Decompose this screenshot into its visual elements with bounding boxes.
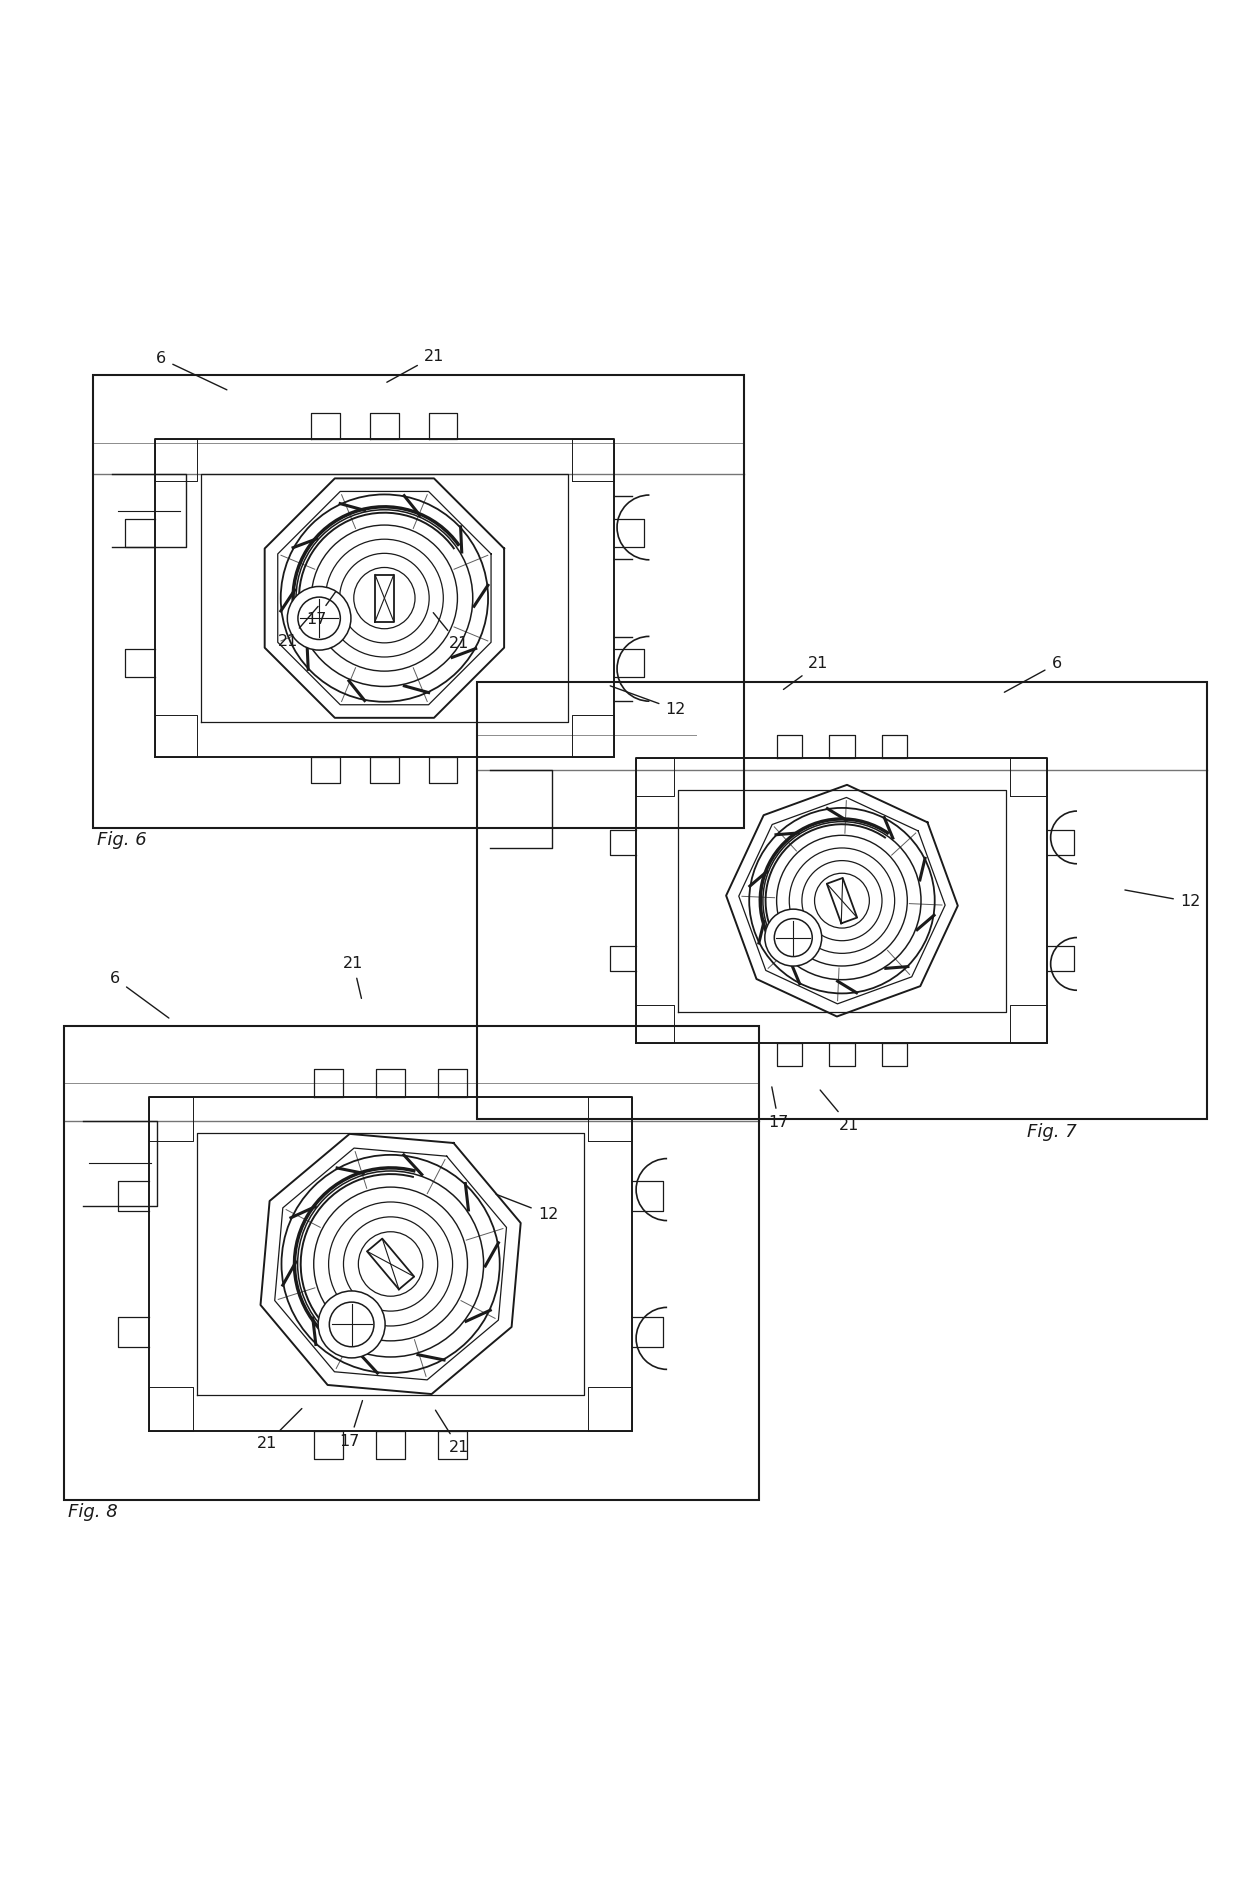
Text: 21: 21 bbox=[820, 1090, 859, 1132]
Circle shape bbox=[288, 586, 351, 651]
Bar bbox=[93, 375, 744, 828]
Text: 21: 21 bbox=[435, 1410, 469, 1456]
Text: Fig. 6: Fig. 6 bbox=[97, 832, 146, 849]
Text: 17: 17 bbox=[769, 1087, 789, 1130]
Circle shape bbox=[765, 910, 822, 967]
Text: 21: 21 bbox=[433, 613, 469, 651]
Polygon shape bbox=[827, 877, 857, 923]
Text: 21: 21 bbox=[278, 607, 319, 649]
Text: 21: 21 bbox=[387, 348, 444, 383]
Text: 6: 6 bbox=[1004, 657, 1061, 693]
Polygon shape bbox=[374, 575, 394, 622]
Bar bbox=[64, 1026, 759, 1500]
Text: 17: 17 bbox=[340, 1401, 362, 1448]
Text: 12: 12 bbox=[1125, 891, 1200, 910]
Text: 17: 17 bbox=[306, 592, 336, 626]
Text: 21: 21 bbox=[784, 657, 828, 689]
Text: 12: 12 bbox=[496, 1195, 558, 1222]
Text: 21: 21 bbox=[257, 1408, 301, 1452]
Text: 21: 21 bbox=[343, 957, 363, 999]
Polygon shape bbox=[367, 1239, 414, 1290]
Circle shape bbox=[319, 1290, 386, 1359]
Circle shape bbox=[298, 598, 340, 639]
Text: Fig. 8: Fig. 8 bbox=[68, 1503, 118, 1520]
Circle shape bbox=[330, 1302, 374, 1347]
Text: Fig. 7: Fig. 7 bbox=[1027, 1123, 1076, 1140]
Text: 6: 6 bbox=[110, 971, 169, 1018]
Bar bbox=[477, 683, 1207, 1119]
Text: 6: 6 bbox=[156, 352, 227, 390]
Text: 12: 12 bbox=[610, 685, 686, 717]
Circle shape bbox=[774, 919, 812, 957]
